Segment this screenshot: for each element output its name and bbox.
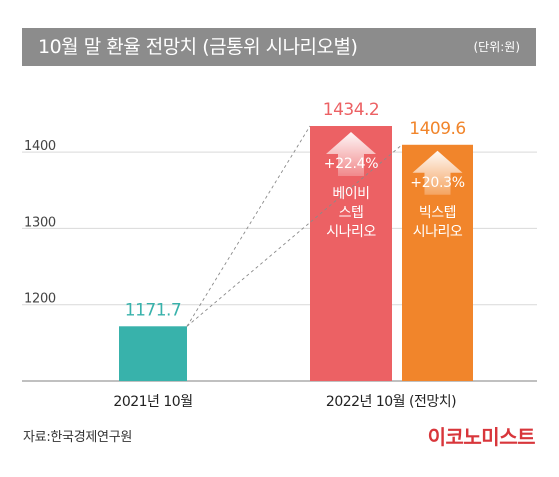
scenario-label: 시나리오: [413, 224, 463, 240]
y-tick-label: 1200: [24, 292, 56, 307]
connector-line: [186, 144, 403, 327]
x-category-label: 2021년 10월: [113, 394, 192, 410]
change-label: +20.3%: [410, 175, 464, 191]
scenario-label: 스텝: [339, 205, 364, 221]
title-bar: 10월 말 환율 전망치 (금통위 시나리오별) (단위:원): [22, 28, 536, 66]
y-tick-label: 1400: [24, 139, 56, 154]
scenario-label: 베이비: [332, 186, 369, 202]
chart-title: 10월 말 환율 전망치 (금통위 시나리오별): [38, 36, 358, 58]
unit-label: (단위:원): [473, 40, 520, 54]
bar: [119, 326, 187, 381]
scenario-label: 시나리오: [326, 224, 376, 240]
brand-logo: 이코노미스트: [427, 425, 536, 449]
source-note: 자료:한국경제연구원: [23, 430, 133, 445]
data-label: 1434.2: [323, 100, 379, 120]
connector-line: [186, 125, 311, 327]
scenario-label: 빅스텝: [419, 205, 456, 221]
y-tick-label: 1300: [24, 215, 56, 230]
data-label: 1171.7: [125, 300, 181, 320]
data-label: 1409.6: [409, 119, 465, 139]
up-arrow-icon: [412, 150, 463, 195]
up-arrow-icon: [326, 132, 376, 177]
change-label: +22.4%: [324, 156, 378, 172]
x-category-label: 2022년 10월 (전망치): [326, 394, 456, 410]
